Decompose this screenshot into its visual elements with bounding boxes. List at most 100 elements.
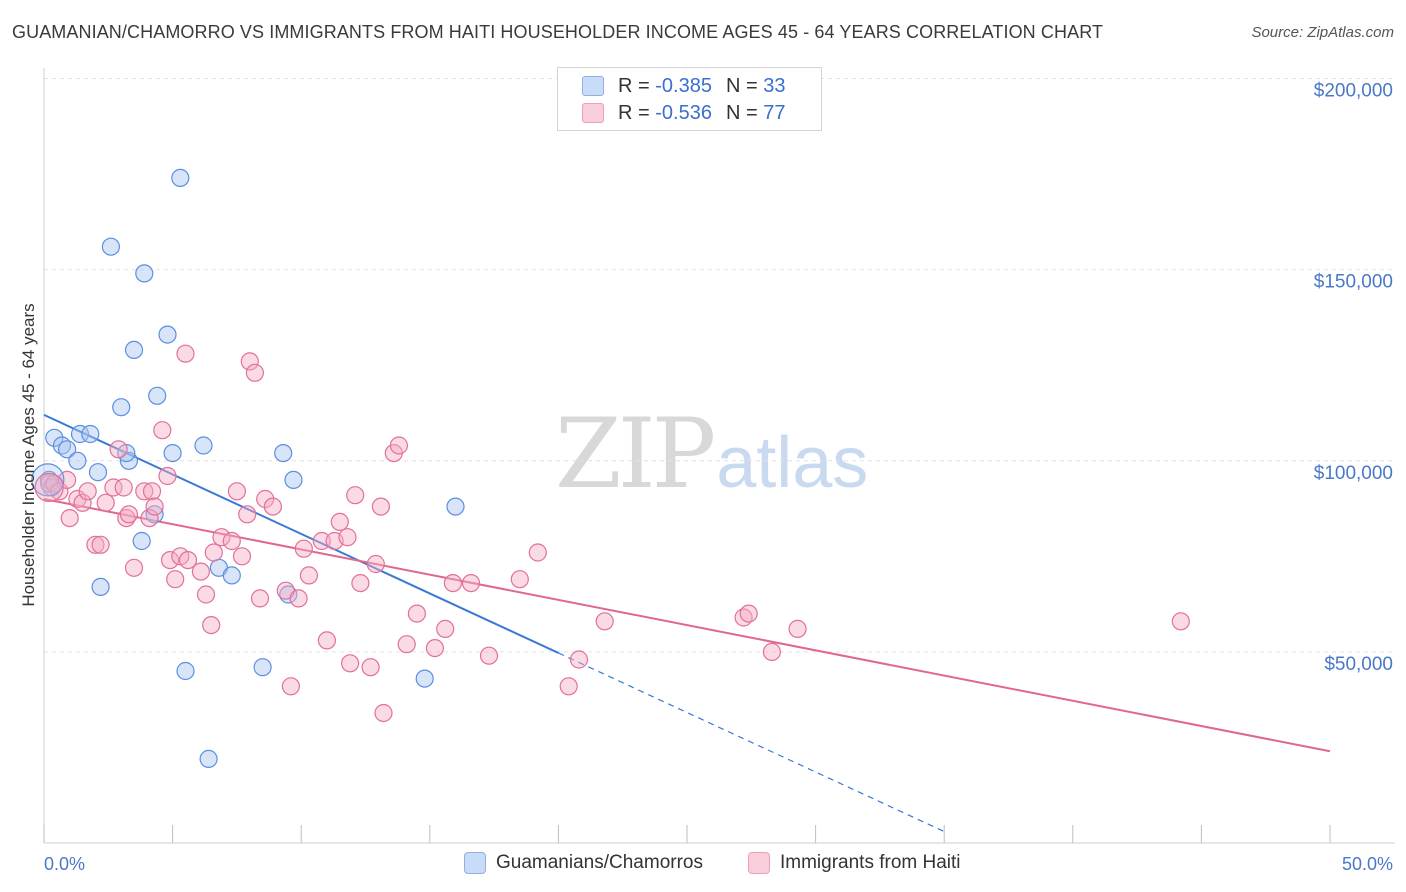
point-guamanians: [284, 470, 303, 489]
point-guamanians: [163, 444, 182, 463]
point-haiti: [191, 562, 210, 581]
point-haiti: [119, 505, 138, 524]
point-haiti: [371, 497, 390, 516]
point-haiti: [762, 642, 782, 662]
point-haiti: [202, 615, 221, 635]
point-haiti: [178, 550, 198, 570]
point-haiti: [569, 650, 589, 669]
point-haiti: [425, 638, 444, 658]
legend-r-label: R =: [618, 101, 650, 124]
point-haiti: [374, 703, 393, 723]
point-haiti: [227, 482, 246, 501]
point-haiti: [788, 619, 807, 639]
point-haiti: [397, 635, 416, 654]
point-guamanians: [68, 451, 87, 470]
point-guamanians: [446, 497, 465, 516]
point-haiti: [1171, 612, 1190, 631]
point-guamanians: [91, 577, 110, 597]
axes: [43, 68, 1395, 844]
watermark: ZIPatlas: [555, 398, 868, 510]
legend-row-guamanians: R = -0.385 N = 33: [582, 73, 785, 99]
legend-n-value: 33: [763, 74, 786, 97]
point-haiti: [389, 436, 408, 455]
point-guamanians: [194, 436, 213, 455]
watermark-atlas: atlas: [716, 423, 869, 503]
point-haiti: [145, 497, 164, 516]
chart-title: GUAMANIAN/CHAMORRO VS IMMIGRANTS FROM HA…: [12, 22, 1104, 42]
point-guamanians: [415, 669, 434, 688]
point-guamanians: [101, 237, 121, 256]
point-haiti: [153, 421, 172, 440]
point-haiti: [160, 550, 180, 570]
point-haiti: [559, 677, 578, 696]
legend-r-value: -0.385: [655, 74, 712, 97]
point-haiti: [96, 493, 115, 512]
point-guamanians: [81, 424, 100, 444]
point-haiti: [330, 512, 349, 532]
point-haiti: [114, 478, 133, 497]
point-haiti: [443, 573, 462, 593]
y-tick-label: $150,000: [1314, 272, 1393, 293]
point-guamanians: [253, 658, 272, 677]
legend-n-label: N =: [725, 101, 758, 124]
axis-labels: $50,000 $100,000 $150,000 $200,000 0.0% 50.0%…: [19, 81, 1393, 875]
point-haiti: [78, 482, 97, 501]
series-legend-guamanians: Guamanians/Chamorros: [464, 852, 703, 874]
point-haiti: [240, 352, 259, 371]
point-guamanians: [135, 264, 154, 283]
series-legend: Guamanians/Chamorros Immigrants from Hai…: [0, 852, 1406, 878]
point-haiti: [528, 543, 547, 562]
x-tick-label: 0.0%: [44, 854, 85, 874]
point-haiti: [196, 585, 216, 604]
point-guamanians: [171, 168, 190, 187]
series-legend-haiti: Immigrants from Haiti: [748, 852, 961, 874]
x-tick-label: 50.0%: [1342, 854, 1393, 874]
point-haiti: [142, 482, 162, 501]
point-guamanians: [132, 531, 151, 551]
point-haiti: [176, 344, 195, 363]
y-tick-label: $200,000: [1314, 81, 1393, 102]
point-guamanians: [148, 386, 167, 405]
y-axis-label: Householder Income Ages 45 - 64 years: [19, 303, 38, 606]
watermark-zip: ZIP: [555, 398, 716, 510]
point-haiti: [109, 440, 128, 459]
series-label-guamanians: Guamanians/Chamorros: [496, 852, 703, 873]
point-haiti: [135, 482, 154, 501]
point-haiti: [366, 554, 385, 574]
legend-r-value: -0.536: [655, 101, 712, 124]
point-haiti: [256, 489, 275, 509]
point-haiti: [124, 558, 144, 577]
legend-swatch-guamanians: [582, 76, 604, 96]
series-label-haiti: Immigrants from Haiti: [780, 852, 961, 873]
point-haiti: [294, 539, 313, 558]
point-haiti: [212, 528, 231, 547]
y-tick-label: $100,000: [1314, 463, 1393, 484]
point-haiti: [60, 508, 79, 528]
point-haiti: [281, 677, 300, 696]
point-haiti: [204, 543, 223, 562]
point-guamanians: [70, 424, 90, 444]
point-haiti: [361, 658, 380, 677]
point-haiti: [312, 531, 331, 551]
point-haiti: [289, 589, 308, 608]
point-guamanians: [88, 463, 108, 482]
point-guamanians: [176, 661, 195, 681]
point-haiti: [140, 508, 159, 528]
point-haiti: [299, 566, 318, 585]
point-haiti: [39, 474, 59, 493]
point-haiti: [436, 619, 455, 639]
data-points: [31, 168, 1190, 769]
point-guamanians: [274, 444, 293, 463]
point-haiti: [158, 466, 177, 486]
point-guamanians: [31, 463, 65, 497]
point-haiti: [479, 646, 499, 665]
trendline-haiti: [43, 497, 1331, 753]
point-guamanians: [199, 749, 218, 769]
point-haiti: [595, 612, 614, 631]
point-guamanians: [45, 428, 64, 447]
legend-n-label: N =: [725, 74, 758, 97]
point-guamanians: [57, 440, 77, 459]
point-haiti: [238, 505, 257, 524]
point-haiti: [91, 535, 110, 554]
